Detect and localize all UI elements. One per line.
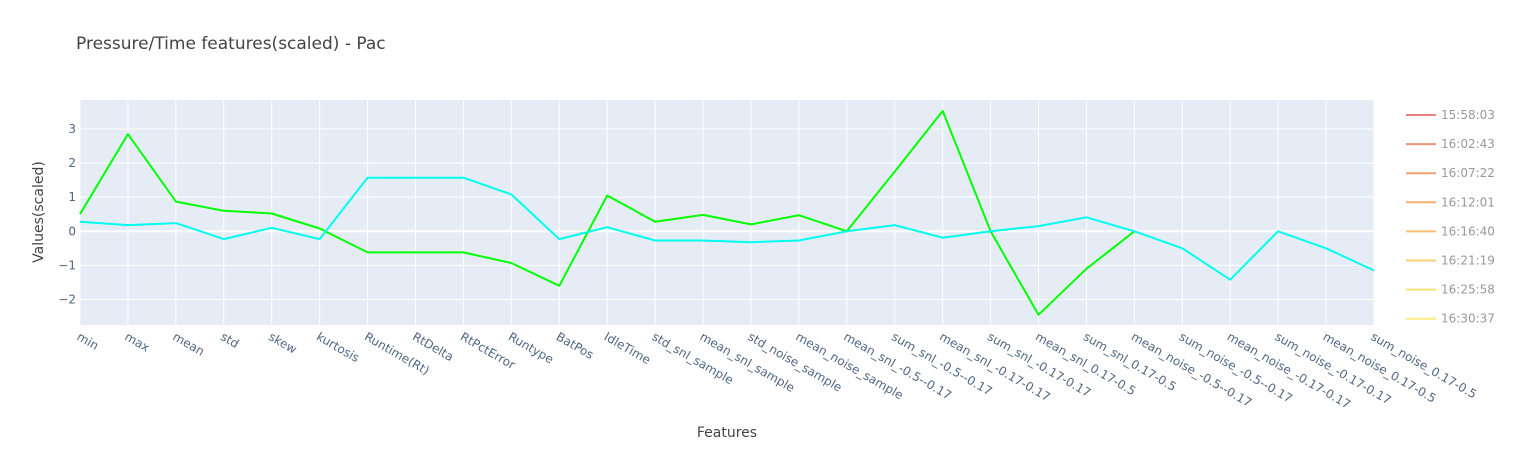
- series-line-2: [79, 176, 1375, 281]
- y-axis-label: Values(scaled): [31, 161, 47, 263]
- legend-item[interactable]: 16:21:19: [1406, 254, 1495, 268]
- legend-label: 16:30:37: [1441, 312, 1495, 326]
- chart-title: Pressure/Time features(scaled) - Pac: [76, 34, 386, 54]
- legend-item[interactable]: 16:12:01: [1406, 195, 1495, 209]
- legend-label: 16:02:43: [1441, 137, 1495, 151]
- legend-item[interactable]: 16:25:58: [1406, 283, 1495, 297]
- legend-item[interactable]: 15:58:03: [1406, 108, 1495, 122]
- x-tick-label: BatPos: [554, 329, 596, 361]
- legend-item[interactable]: 16:16:40: [1406, 224, 1495, 238]
- x-tick-label: std: [218, 329, 241, 350]
- legend-label: 16:21:19: [1441, 254, 1495, 268]
- y-tick-label: 0: [68, 224, 76, 238]
- y-tick-label: 1: [68, 190, 76, 204]
- legend-item[interactable]: 16:30:37: [1406, 312, 1495, 326]
- x-tick-label: skew: [266, 329, 299, 356]
- legend: 15:58:03 16:02:43 16:07:22 16:12:01 16:16:40…: [1406, 108, 1495, 326]
- legend-label: 16:12:01: [1441, 195, 1495, 209]
- plot-area: [80, 100, 1374, 325]
- x-tick-labels: min max mean std skew kurtosis Runtime(Rt)RtDe…: [75, 329, 1480, 411]
- x-tick-label: mean: [170, 329, 206, 358]
- y-tick-label: 3: [68, 122, 76, 136]
- x-tick-label: std_snl_sample: [650, 329, 736, 387]
- x-tick-label: IdleTime: [602, 329, 653, 367]
- legend-label: 16:16:40: [1441, 224, 1495, 238]
- y-tick-labels: −2 −1 0 1 2 3: [58, 122, 76, 306]
- series-layer: [79, 109, 1375, 316]
- legend-label: 16:25:58: [1441, 283, 1495, 297]
- grid-lines: [79, 100, 1375, 325]
- y-tick-label: −1: [58, 258, 76, 272]
- series-line-1: [79, 109, 1136, 316]
- y-tick-label: −2: [58, 292, 76, 306]
- x-tick-label: kurtosis: [314, 329, 362, 365]
- x-tick-label: min: [75, 329, 102, 352]
- x-axis-label: Features: [697, 425, 757, 441]
- legend-item[interactable]: 16:07:22: [1406, 166, 1495, 180]
- legend-label: 16:07:22: [1441, 166, 1495, 180]
- y-tick-label: 2: [68, 156, 76, 170]
- legend-item[interactable]: 16:02:43: [1406, 137, 1495, 151]
- x-tick-label: max: [122, 329, 152, 354]
- legend-label: 15:58:03: [1441, 108, 1495, 122]
